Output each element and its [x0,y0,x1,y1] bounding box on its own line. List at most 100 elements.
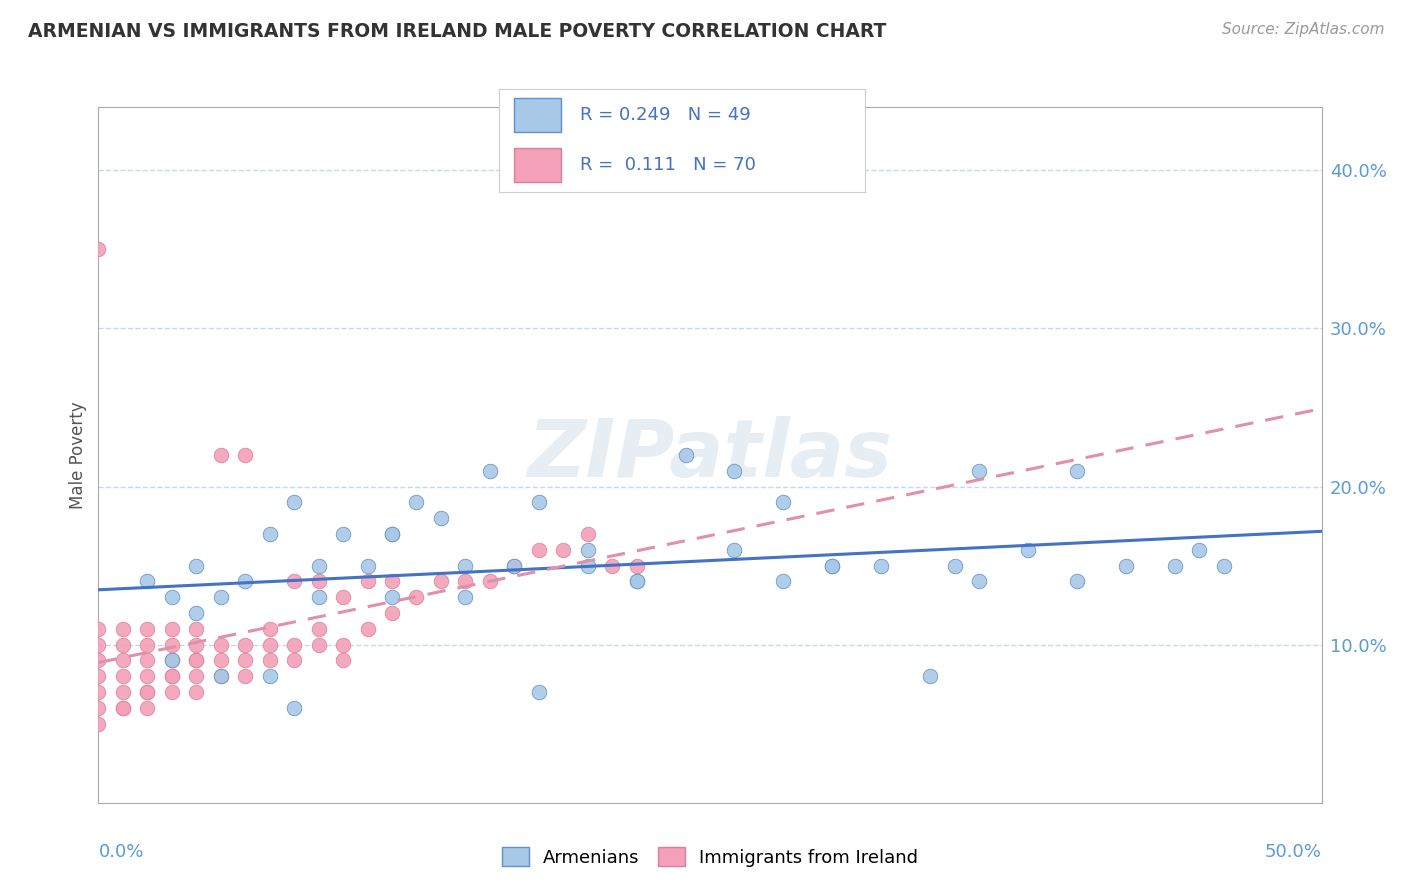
Point [136,685,159,699]
Point [967,464,990,478]
Point [576,558,599,573]
Point [332,638,354,652]
Point [111,701,134,715]
Point [723,542,745,557]
Point [626,574,648,589]
Point [356,622,378,636]
Point [160,685,183,699]
Point [87,701,110,715]
Point [259,653,281,667]
Point [233,669,256,683]
Point [381,574,404,589]
Y-axis label: Male Poverty: Male Poverty [69,401,87,508]
Point [136,638,159,652]
Point [186,558,208,573]
Point [111,638,134,652]
Text: ZIPatlas: ZIPatlas [527,416,893,494]
Point [111,669,134,683]
Point [675,448,697,462]
Point [136,653,159,667]
Point [553,542,575,557]
Point [527,685,550,699]
Point [600,558,623,573]
Point [259,527,281,541]
Point [87,243,110,257]
Point [405,591,427,605]
Point [136,701,159,715]
Point [503,558,526,573]
Point [160,669,183,683]
Point [870,558,893,573]
Point [454,558,477,573]
Point [233,653,256,667]
Point [356,574,378,589]
Point [283,574,305,589]
Point [283,701,305,715]
FancyBboxPatch shape [513,148,561,181]
Point [356,558,378,573]
Point [772,495,794,509]
Point [772,574,794,589]
Point [233,574,256,589]
Point [233,638,256,652]
Point [233,448,256,462]
Point [454,591,477,605]
Point [576,542,599,557]
Point [160,669,183,683]
Point [405,495,427,509]
Point [1164,558,1187,573]
Point [1188,542,1211,557]
Point [1212,558,1234,573]
Point [87,716,110,731]
Point [478,464,501,478]
Point [308,591,330,605]
Point [381,606,404,620]
Point [209,591,232,605]
Point [332,653,354,667]
Point [160,591,183,605]
Point [381,527,404,541]
Point [967,574,990,589]
Point [381,591,404,605]
FancyBboxPatch shape [513,98,561,132]
Point [87,653,110,667]
Point [1115,558,1137,573]
Point [111,622,134,636]
Text: R = 0.249   N = 49: R = 0.249 N = 49 [579,106,751,124]
Point [1066,574,1088,589]
Point [1066,464,1088,478]
Point [111,685,134,699]
Point [259,669,281,683]
Point [160,622,183,636]
Point [136,574,159,589]
Point [186,638,208,652]
Point [209,448,232,462]
Point [283,638,305,652]
Point [259,638,281,652]
Point [478,574,501,589]
Point [527,542,550,557]
Text: ARMENIAN VS IMMIGRANTS FROM IRELAND MALE POVERTY CORRELATION CHART: ARMENIAN VS IMMIGRANTS FROM IRELAND MALE… [28,22,887,41]
Point [160,653,183,667]
Point [186,606,208,620]
Point [1017,542,1039,557]
Point [186,653,208,667]
Point [136,622,159,636]
Point [821,558,844,573]
Point [308,638,330,652]
Point [186,653,208,667]
Legend: Armenians, Immigrants from Ireland: Armenians, Immigrants from Ireland [495,840,925,874]
Point [160,638,183,652]
Point [454,574,477,589]
Point [626,558,648,573]
Point [136,669,159,683]
Point [283,653,305,667]
Point [259,622,281,636]
Point [209,669,232,683]
Point [160,653,183,667]
Point [308,574,330,589]
Text: 0.0%: 0.0% [98,843,143,861]
Point [186,685,208,699]
Text: Source: ZipAtlas.com: Source: ZipAtlas.com [1222,22,1385,37]
Point [332,527,354,541]
